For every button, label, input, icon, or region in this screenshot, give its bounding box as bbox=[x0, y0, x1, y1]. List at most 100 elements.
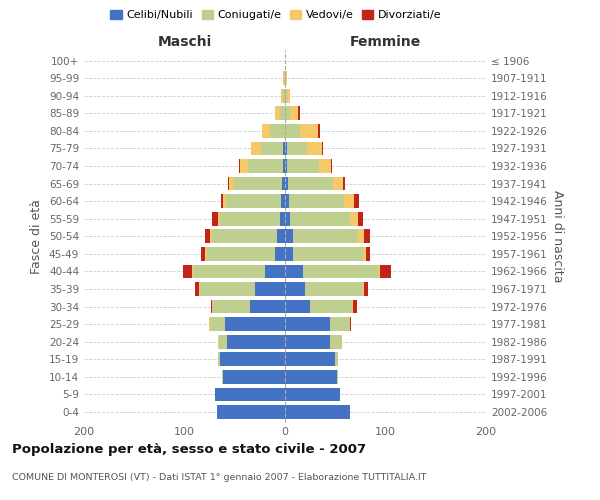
Bar bbox=[285, 159, 287, 173]
Bar bbox=[191, 264, 193, 278]
Bar bbox=[184, 264, 191, 278]
Bar bbox=[239, 159, 240, 173]
Bar bbox=[319, 159, 331, 173]
Bar bbox=[337, 370, 338, 384]
Bar bbox=[211, 300, 212, 314]
Bar bbox=[330, 318, 350, 331]
Bar bbox=[287, 89, 290, 102]
Bar bbox=[193, 264, 265, 278]
Bar bbox=[289, 194, 344, 208]
Bar bbox=[280, 212, 285, 226]
Bar bbox=[293, 230, 358, 243]
Bar bbox=[220, 212, 280, 226]
Y-axis label: Anni di nascita: Anni di nascita bbox=[551, 190, 564, 282]
Text: Femmine: Femmine bbox=[350, 35, 421, 49]
Bar bbox=[281, 194, 285, 208]
Bar bbox=[335, 352, 338, 366]
Bar bbox=[284, 72, 285, 85]
Bar bbox=[367, 247, 370, 260]
Bar bbox=[364, 282, 368, 296]
Bar bbox=[223, 370, 285, 384]
Bar bbox=[285, 388, 340, 401]
Bar bbox=[310, 300, 352, 314]
Bar bbox=[200, 282, 255, 296]
Bar bbox=[285, 106, 290, 120]
Bar bbox=[364, 230, 370, 243]
Bar bbox=[285, 176, 288, 190]
Bar bbox=[261, 142, 283, 155]
Bar bbox=[290, 212, 350, 226]
Bar bbox=[206, 247, 275, 260]
Bar bbox=[251, 142, 261, 155]
Bar bbox=[355, 194, 359, 208]
Bar bbox=[199, 282, 200, 296]
Bar bbox=[205, 247, 206, 260]
Bar bbox=[343, 176, 346, 190]
Bar bbox=[358, 230, 364, 243]
Bar bbox=[218, 352, 220, 366]
Bar bbox=[364, 247, 367, 260]
Bar bbox=[255, 282, 285, 296]
Bar bbox=[288, 176, 333, 190]
Bar bbox=[285, 72, 286, 85]
Bar bbox=[285, 352, 335, 366]
Bar bbox=[283, 142, 285, 155]
Bar bbox=[344, 194, 355, 208]
Bar bbox=[250, 300, 285, 314]
Bar bbox=[353, 300, 358, 314]
Bar bbox=[380, 264, 391, 278]
Bar bbox=[209, 230, 212, 243]
Bar bbox=[285, 264, 303, 278]
Bar bbox=[330, 335, 342, 348]
Bar bbox=[234, 176, 282, 190]
Bar bbox=[265, 264, 285, 278]
Bar bbox=[379, 264, 380, 278]
Text: Popolazione per età, sesso e stato civile - 2007: Popolazione per età, sesso e stato civil… bbox=[12, 442, 366, 456]
Bar bbox=[293, 247, 364, 260]
Bar bbox=[318, 124, 320, 138]
Bar bbox=[240, 159, 248, 173]
Bar bbox=[270, 124, 285, 138]
Bar bbox=[283, 89, 285, 102]
Text: Maschi: Maschi bbox=[157, 35, 212, 49]
Bar bbox=[285, 142, 287, 155]
Bar bbox=[358, 212, 364, 226]
Bar bbox=[285, 335, 330, 348]
Bar bbox=[275, 247, 285, 260]
Bar bbox=[262, 124, 270, 138]
Bar bbox=[205, 230, 209, 243]
Bar bbox=[200, 247, 205, 260]
Bar bbox=[215, 388, 285, 401]
Bar bbox=[194, 282, 199, 296]
Bar bbox=[290, 106, 298, 120]
Bar bbox=[285, 300, 310, 314]
Text: COMUNE DI MONTEROSI (VT) - Dati ISTAT 1° gennaio 2007 - Elaborazione TUTTITALIA.: COMUNE DI MONTEROSI (VT) - Dati ISTAT 1°… bbox=[12, 472, 427, 482]
Bar bbox=[333, 176, 343, 190]
Bar bbox=[212, 230, 277, 243]
Bar bbox=[282, 176, 285, 190]
Bar bbox=[298, 106, 300, 120]
Bar bbox=[209, 318, 225, 331]
Bar bbox=[285, 89, 287, 102]
Bar bbox=[303, 264, 379, 278]
Bar bbox=[212, 300, 250, 314]
Bar bbox=[285, 370, 337, 384]
Bar bbox=[283, 159, 285, 173]
Bar bbox=[285, 282, 305, 296]
Legend: Celibi/Nubili, Coniugati/e, Vedovi/e, Divorziati/e: Celibi/Nubili, Coniugati/e, Vedovi/e, Di… bbox=[106, 6, 446, 25]
Bar bbox=[229, 176, 234, 190]
Bar bbox=[287, 159, 319, 173]
Bar bbox=[248, 159, 283, 173]
Bar bbox=[281, 89, 283, 102]
Bar bbox=[228, 176, 229, 190]
Bar bbox=[218, 212, 220, 226]
Bar bbox=[285, 247, 293, 260]
Y-axis label: Fasce di età: Fasce di età bbox=[31, 199, 43, 274]
Bar bbox=[331, 159, 332, 173]
Bar bbox=[220, 352, 285, 366]
Bar bbox=[285, 124, 300, 138]
Bar bbox=[217, 405, 285, 419]
Bar bbox=[221, 194, 223, 208]
Bar bbox=[285, 194, 289, 208]
Bar bbox=[352, 300, 353, 314]
